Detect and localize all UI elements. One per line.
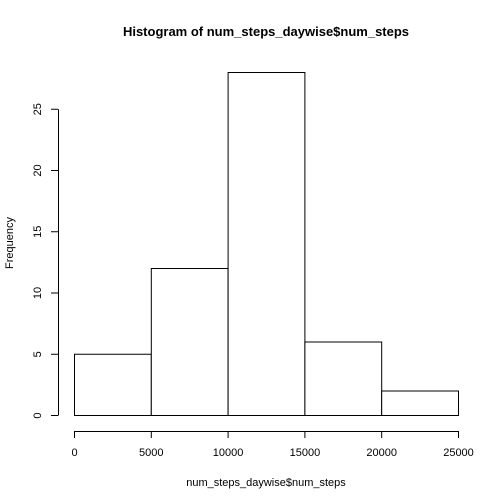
histogram-bar-4 bbox=[381, 390, 460, 416]
y-tick-label-2: 10 bbox=[32, 287, 44, 299]
x-tick-label-2: 10000 bbox=[213, 447, 244, 459]
x-tick-label-3: 15000 bbox=[290, 447, 321, 459]
x-tick-label-0: 0 bbox=[71, 447, 77, 459]
x-axis: 0 5000 10000 15000 20000 25000 bbox=[71, 431, 474, 459]
y-tick-label-5: 25 bbox=[32, 103, 44, 115]
y-tick-label-4: 20 bbox=[32, 164, 44, 176]
histogram-bar-1 bbox=[150, 268, 229, 416]
y-axis: 0 5 10 15 20 25 bbox=[32, 103, 59, 419]
y-tick-label-1: 5 bbox=[32, 351, 44, 357]
histogram-bar-3 bbox=[304, 341, 383, 416]
chart-title: Histogram of num_steps_daywise$num_steps bbox=[123, 24, 409, 39]
y-tick-label-3: 15 bbox=[32, 226, 44, 238]
x-axis-label: num_steps_daywise$num_steps bbox=[186, 477, 346, 489]
histogram-bar-0 bbox=[74, 353, 152, 416]
histogram-bar-2 bbox=[227, 72, 306, 416]
bars-group bbox=[74, 72, 460, 416]
y-tick-label-0: 0 bbox=[32, 412, 44, 418]
x-tick-label-5: 25000 bbox=[443, 447, 474, 459]
x-tick-label-4: 20000 bbox=[366, 447, 397, 459]
x-tick-label-1: 5000 bbox=[139, 447, 163, 459]
y-axis-label: Frequency bbox=[4, 217, 16, 269]
